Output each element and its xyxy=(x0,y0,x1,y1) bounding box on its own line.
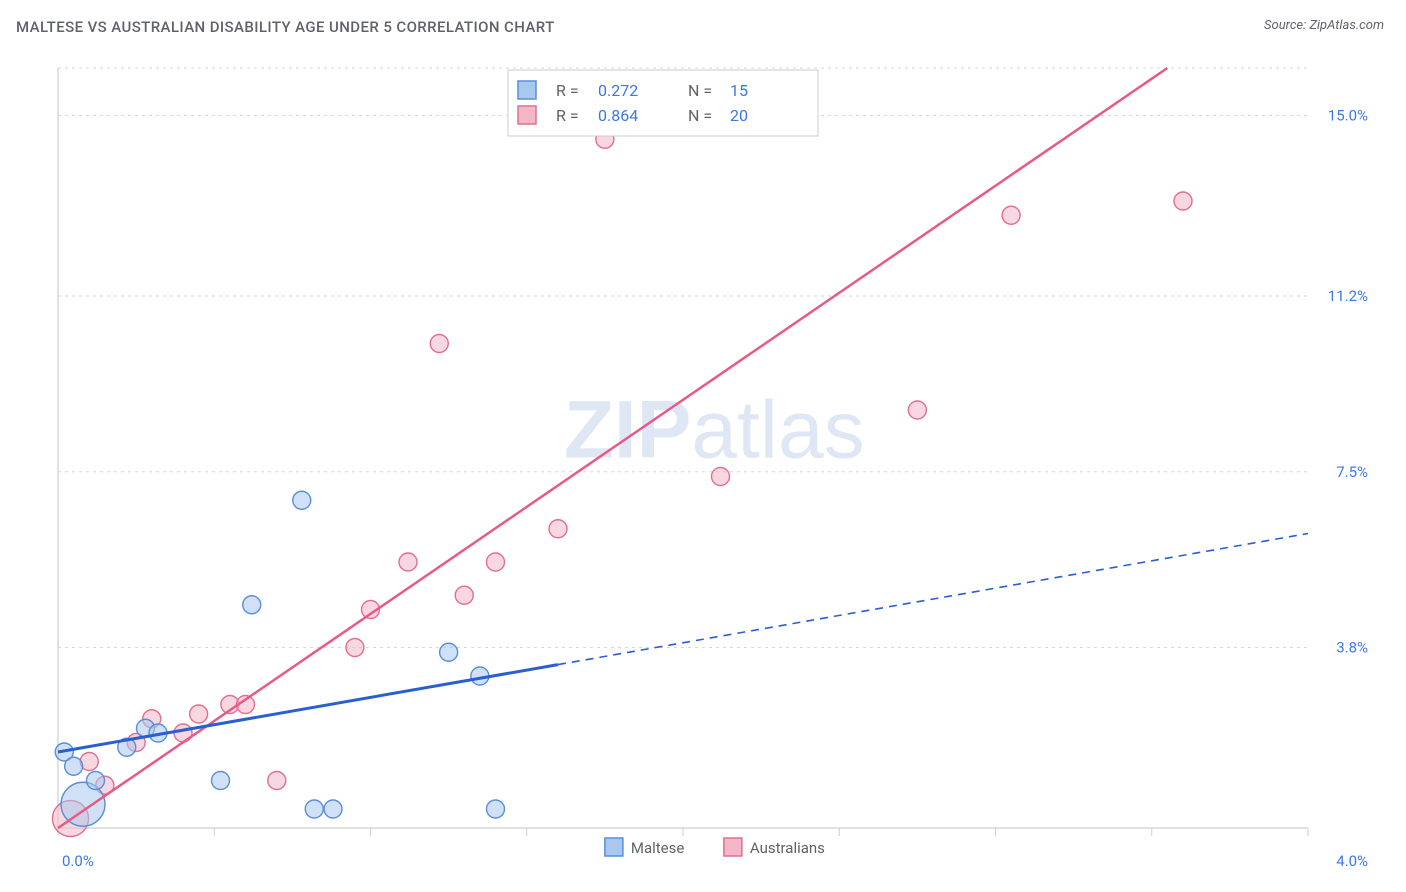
australians-point xyxy=(346,639,364,657)
legend-series-label: Maltese xyxy=(631,839,685,857)
australians-point xyxy=(908,401,926,419)
australians-point xyxy=(487,553,505,571)
source-attribution: Source: ZipAtlas.com xyxy=(1264,18,1384,33)
x-tick-label-max: 4.0% xyxy=(1336,852,1368,870)
australians-point xyxy=(1002,206,1020,224)
source-label: Source: xyxy=(1264,18,1306,33)
legend-n-label: N = xyxy=(688,81,712,100)
watermark: ZIPatlas xyxy=(564,385,865,476)
legend-swatch xyxy=(724,838,742,856)
maltese-point xyxy=(487,800,505,818)
legend-r-label: R = xyxy=(556,106,579,125)
australians-point xyxy=(268,772,286,790)
maltese-point xyxy=(293,491,311,509)
australians-point xyxy=(399,553,417,571)
chart-area: ZIPatlas 3.8% 7.5% 11.2% 15.0% 0.0% 4.0% R = 0.2… xyxy=(48,58,1388,878)
maltese-point xyxy=(65,757,83,775)
australians-point xyxy=(1174,192,1192,210)
maltese-point xyxy=(305,800,323,818)
legend-n-label: N = xyxy=(688,106,712,125)
scatter-chart: ZIPatlas 3.8% 7.5% 11.2% 15.0% 0.0% 4.0% R = 0.2… xyxy=(48,58,1388,878)
legend-swatch xyxy=(605,838,623,856)
australians-point xyxy=(430,335,448,353)
legend-r-label: R = xyxy=(556,81,579,100)
y-tick-label: 15.0% xyxy=(1328,107,1368,125)
legend-series-label: Australians xyxy=(750,839,825,857)
y-tick-label: 11.2% xyxy=(1328,287,1368,305)
maltese-point xyxy=(324,800,342,818)
legend-n-value: 15 xyxy=(730,81,748,100)
legend-swatch xyxy=(518,106,536,124)
australians-point xyxy=(455,586,473,604)
australians-point xyxy=(549,520,567,538)
maltese-point xyxy=(212,772,230,790)
y-tick-label: 3.8% xyxy=(1336,639,1368,657)
legend-r-value: 0.864 xyxy=(598,106,638,125)
legend-r-value: 0.272 xyxy=(598,81,638,100)
australians-point xyxy=(190,705,208,723)
y-tick-label: 7.5% xyxy=(1336,463,1368,481)
x-tick-label-min: 0.0% xyxy=(62,852,94,870)
chart-title: MALTESE VS AUSTRALIAN DISABILITY AGE UND… xyxy=(16,18,555,36)
legend-stats: R = 0.272 N = 15 R = 0.864 N = 20 xyxy=(508,70,818,136)
maltese-point xyxy=(243,596,261,614)
legend-swatch xyxy=(518,81,536,99)
maltese-point xyxy=(440,643,458,661)
source-value: ZipAtlas.com xyxy=(1309,18,1384,33)
legend-series: Maltese Australians xyxy=(605,838,825,857)
legend-n-value: 20 xyxy=(730,106,748,125)
maltese-point xyxy=(87,772,105,790)
